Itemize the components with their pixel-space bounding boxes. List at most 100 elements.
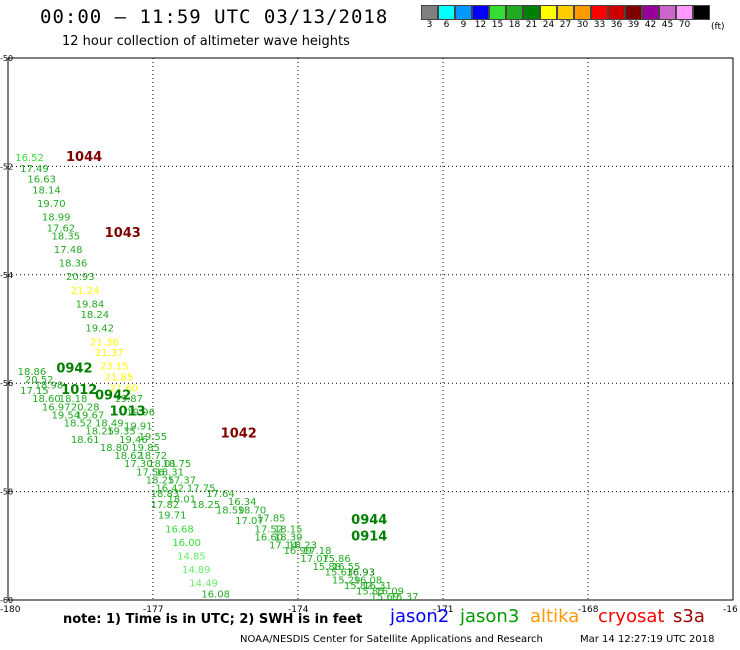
wave-height-value: 16.55 bbox=[332, 562, 361, 573]
wave-height-value: 19.84 bbox=[76, 299, 105, 310]
legend-swatch bbox=[591, 5, 608, 20]
wave-height-value: 17.52 bbox=[255, 524, 284, 535]
wave-height-value: 18.75 bbox=[163, 459, 192, 470]
legend-label: 21 bbox=[525, 20, 538, 30]
wave-height-value: 18.99 bbox=[42, 213, 71, 224]
wave-height-value: 20.28 bbox=[71, 402, 100, 413]
wave-height-value: 18.23 bbox=[288, 541, 317, 552]
pressure-label: 0914 bbox=[351, 529, 387, 544]
wave-height-value: 16.09 bbox=[375, 587, 404, 598]
wave-height-value: 23.15 bbox=[100, 362, 129, 373]
wave-height-value: 18.31 bbox=[155, 467, 184, 478]
wave-height-value: 15.82 bbox=[344, 581, 373, 592]
wave-height-value: 18.80 bbox=[100, 443, 129, 454]
wave-height-value: 19.46 bbox=[119, 435, 148, 446]
wave-height-value: 21.37 bbox=[95, 348, 124, 359]
lat-tick-label: -52 bbox=[0, 162, 13, 171]
wave-height-value: 18.25 bbox=[146, 475, 175, 486]
wave-height-value: 15.88 bbox=[313, 562, 342, 573]
legend-label: 42 bbox=[644, 20, 657, 30]
wave-height-value: 17.37 bbox=[168, 475, 197, 486]
legend-swatch bbox=[625, 5, 642, 20]
wave-height-value: 17.75 bbox=[187, 484, 216, 495]
lat-tick-label: -60 bbox=[0, 596, 13, 605]
pressure-label: 1042 bbox=[221, 426, 257, 441]
wave-height-value: 15.85 bbox=[356, 587, 385, 598]
wave-height-value: 20.93 bbox=[66, 272, 95, 283]
credit-text: NOAA/NESDIS Center for Satellite Applica… bbox=[240, 634, 543, 645]
wave-height-value: 16.42 bbox=[155, 484, 184, 495]
wave-height-value: 16.31 bbox=[363, 581, 392, 592]
wave-height-value: 17.62 bbox=[47, 223, 76, 234]
wave-height-value: 18.59 bbox=[216, 505, 245, 516]
wave-height-value: 18.86 bbox=[18, 367, 47, 378]
wave-height-value: 16.60 bbox=[255, 532, 284, 543]
legend-label: 45 bbox=[661, 20, 674, 30]
legend-swatch bbox=[676, 5, 693, 20]
lat-tick-label: -58 bbox=[0, 488, 13, 497]
wave-height-value: 15.37 bbox=[390, 592, 419, 603]
satellite-jason2: jason2 bbox=[390, 606, 450, 627]
lon-tick-label: -168 bbox=[578, 605, 599, 615]
lon-tick-label: -16 bbox=[723, 605, 738, 615]
wave-height-value: 18.49 bbox=[95, 419, 124, 430]
wave-height-value: 17.15 bbox=[20, 386, 49, 397]
wave-height-value: 18.25 bbox=[85, 427, 114, 438]
lon-tick-label: -171 bbox=[433, 605, 453, 615]
wave-height-value: 17.07 bbox=[300, 554, 329, 565]
lat-tick-label: -50 bbox=[0, 54, 13, 63]
legend-label: 39 bbox=[627, 20, 640, 30]
wave-height-value: 14.49 bbox=[189, 578, 218, 589]
legend-swatch bbox=[608, 5, 625, 20]
legend-label: 36 bbox=[610, 20, 623, 30]
wave-height-value: 18.15 bbox=[274, 524, 303, 535]
wave-height-value: 19.42 bbox=[85, 324, 114, 335]
wave-height-value: 18.39 bbox=[274, 532, 303, 543]
wave-height-value: 19.55 bbox=[139, 432, 168, 443]
satellite-jason3: jason3 bbox=[460, 606, 520, 627]
legend-swatch bbox=[693, 5, 710, 20]
wave-height-value: 20.52 bbox=[25, 375, 54, 386]
wave-height-value: 21.85 bbox=[105, 372, 134, 383]
page-subtitle: 12 hour collection of altimeter wave hei… bbox=[62, 34, 350, 49]
legend-swatch bbox=[523, 5, 540, 20]
wave-height-value: 17.07 bbox=[235, 516, 264, 527]
wave-height-value: 14.89 bbox=[182, 565, 211, 576]
wave-height-value: 18.83 bbox=[151, 489, 180, 500]
legend-swatch bbox=[489, 5, 506, 20]
legend-swatch bbox=[438, 5, 455, 20]
pressure-label: 1043 bbox=[105, 226, 141, 241]
pressure-label: 0942 bbox=[95, 388, 131, 403]
wave-height-value: 18.62 bbox=[114, 451, 143, 462]
wave-height-value: 18.36 bbox=[59, 259, 88, 270]
wave-height-value: 15.69 bbox=[371, 592, 400, 603]
pressure-label: 1013 bbox=[110, 405, 146, 420]
satellite-cryosat: cryosat bbox=[598, 606, 665, 627]
satellite-altika: altika bbox=[530, 606, 580, 627]
lat-tick-label: -54 bbox=[0, 271, 13, 280]
pressure-label: 0944 bbox=[351, 513, 387, 528]
wave-height-value: 17.30 bbox=[124, 459, 153, 470]
wave-height-value: 19.35 bbox=[107, 427, 136, 438]
legend-swatch bbox=[540, 5, 557, 20]
wave-height-value: 18.52 bbox=[64, 419, 93, 430]
wave-height-value: 17.18 bbox=[303, 546, 332, 557]
wave-height-value: 19.91 bbox=[124, 421, 153, 432]
wave-height-value: 18.61 bbox=[71, 435, 100, 446]
wave-height-value: 17.56 bbox=[136, 467, 165, 478]
pressure-label: 1044 bbox=[66, 150, 102, 165]
footer-note: note: 1) Time is in UTC; 2) SWH is in fe… bbox=[63, 612, 363, 627]
wave-height-value: 16.34 bbox=[228, 497, 257, 508]
lat-tick-label: -56 bbox=[0, 379, 13, 388]
wave-height-value: 18.72 bbox=[139, 451, 168, 462]
legend-label: 3 bbox=[426, 20, 433, 30]
wave-height-value: 18.01 bbox=[148, 459, 177, 470]
generated-timestamp: Mar 14 12:27:19 UTC 2018 bbox=[580, 634, 715, 645]
legend-swatch bbox=[557, 5, 574, 20]
wave-height-value: 17.14 bbox=[269, 541, 298, 552]
lon-tick-label: -180 bbox=[0, 605, 21, 615]
wave-height-value: 19.71 bbox=[158, 511, 187, 522]
wave-height-value: 19.70 bbox=[37, 199, 66, 210]
page-title: 00:00 – 11:59 UTC 03/13/2018 bbox=[40, 6, 389, 28]
